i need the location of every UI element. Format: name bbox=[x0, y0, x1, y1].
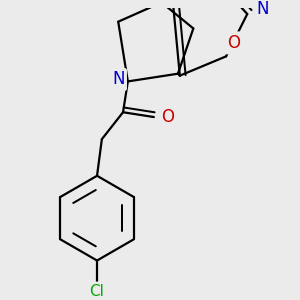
Text: N: N bbox=[256, 0, 269, 18]
Text: N: N bbox=[112, 70, 124, 88]
Text: O: O bbox=[161, 108, 174, 126]
Text: Cl: Cl bbox=[90, 284, 104, 299]
Text: O: O bbox=[227, 34, 240, 52]
